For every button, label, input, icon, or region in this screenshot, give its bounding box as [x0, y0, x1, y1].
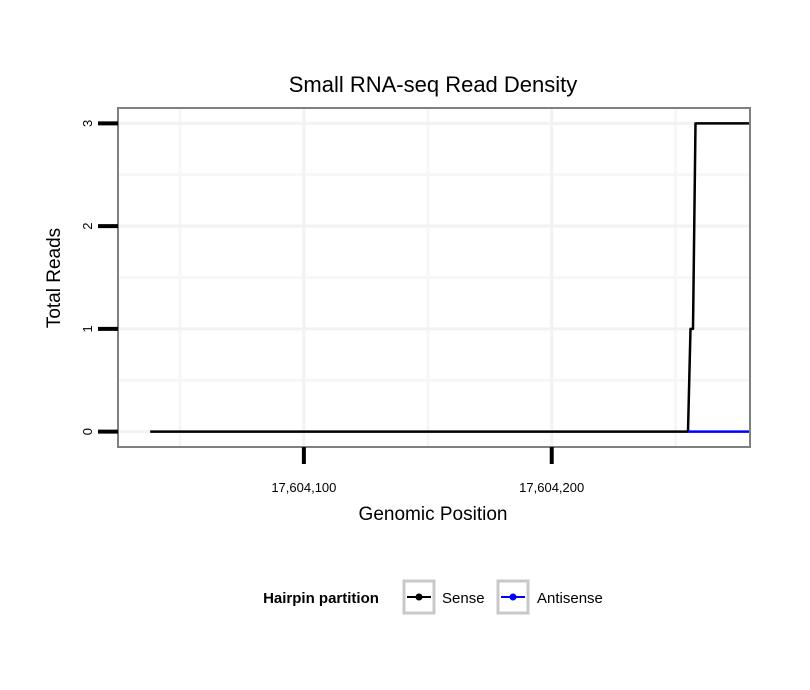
x-tick-label: 17,604,100 [271, 480, 336, 495]
legend-point-sense [415, 593, 423, 601]
chart-title: Small RNA-seq Read Density [289, 72, 578, 97]
legend-label-sense: Sense [442, 590, 485, 607]
legend-title: Hairpin partition [263, 590, 379, 607]
y-axis-label: Total Reads [44, 228, 65, 328]
legend-point-antisense [509, 593, 517, 601]
y-tick-label: 1 [80, 325, 95, 332]
plot-border [117, 107, 751, 448]
series-lines [150, 122, 750, 433]
legend-label-antisense: Antisense [537, 590, 603, 607]
x-axis-ticks: 17,604,100 17,604,200 [271, 447, 584, 495]
y-tick-label: 2 [80, 223, 95, 230]
x-axis-label: Genomic Position [359, 504, 508, 525]
legend-item-antisense: Antisense [496, 579, 603, 615]
legend-item-sense: Sense [402, 579, 485, 615]
y-tick-label: 0 [80, 428, 95, 435]
y-tick-label: 3 [80, 120, 95, 127]
legend: Hairpin partition Sense Antisense [263, 579, 603, 615]
x-tick-label: 17,604,200 [519, 480, 584, 495]
y-axis-ticks: 0 1 2 3 [80, 120, 118, 435]
